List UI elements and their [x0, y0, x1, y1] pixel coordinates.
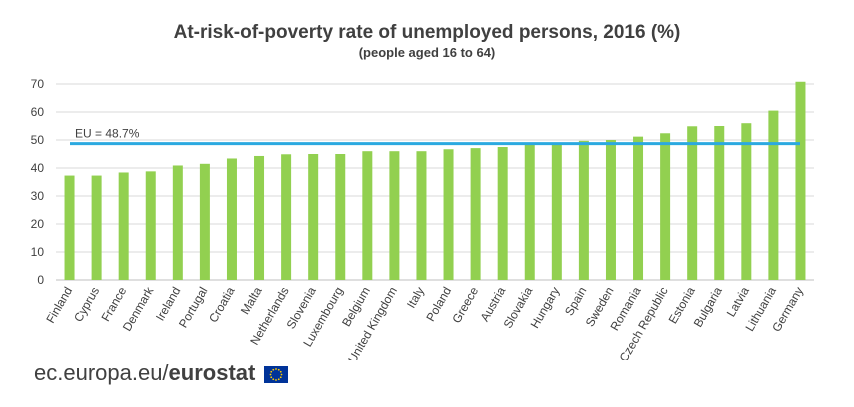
bar	[389, 151, 400, 280]
bar	[524, 143, 535, 280]
bar	[118, 172, 129, 280]
y-tick-label: 50	[31, 133, 45, 147]
x-tick-label: Spain	[562, 285, 589, 319]
x-tick-label: Latvia	[724, 284, 752, 319]
bar	[172, 165, 183, 280]
footer-domain: ec.europa.eu/	[34, 360, 169, 385]
y-tick-label: 10	[31, 245, 45, 259]
y-tick-label: 40	[31, 161, 45, 175]
x-tick-label: Croatia	[206, 284, 238, 325]
bar	[335, 154, 346, 280]
bar	[633, 136, 644, 280]
y-tick-label: 0	[37, 273, 44, 287]
bar	[605, 140, 616, 280]
bar	[281, 154, 292, 280]
chart-subtitle: (people aged 16 to 64)	[358, 45, 496, 60]
bar	[741, 123, 752, 280]
bar	[687, 126, 698, 280]
y-tick-label: 20	[31, 217, 45, 231]
footer-logo: ec.europa.eu/eurostat	[34, 360, 289, 386]
bar	[470, 148, 481, 280]
bar	[497, 147, 508, 280]
bar-chart: 010203040506070FinlandCyprusFranceDenmar…	[31, 77, 814, 360]
bar	[254, 155, 265, 280]
bar	[64, 175, 75, 280]
bar	[768, 110, 779, 280]
bar	[362, 151, 373, 280]
bar	[443, 149, 454, 280]
bar	[199, 163, 210, 280]
y-tick-label: 70	[31, 77, 45, 91]
x-tick-label: Finland	[43, 285, 75, 326]
bar	[660, 133, 671, 280]
bar	[226, 158, 237, 280]
bar	[145, 171, 156, 280]
bar	[714, 126, 725, 280]
bar	[551, 143, 562, 280]
bar	[416, 151, 427, 280]
y-tick-label: 30	[31, 189, 45, 203]
eu-flag-icon	[264, 366, 289, 383]
chart-title: At-risk-of-poverty rate of unemployed pe…	[173, 22, 681, 43]
x-tick-label: Cyprus	[71, 285, 102, 325]
footer-brand: eurostat	[168, 360, 256, 385]
eu-average-label: EU = 48.7%	[75, 127, 140, 141]
bar	[578, 140, 589, 280]
x-tick-label: Malta	[238, 284, 265, 317]
bar	[308, 154, 319, 280]
x-tick-label: Italy	[404, 285, 427, 311]
y-tick-label: 60	[31, 105, 45, 119]
bar	[795, 81, 806, 280]
x-tick-label: Greece	[449, 284, 481, 325]
bar	[91, 175, 102, 280]
